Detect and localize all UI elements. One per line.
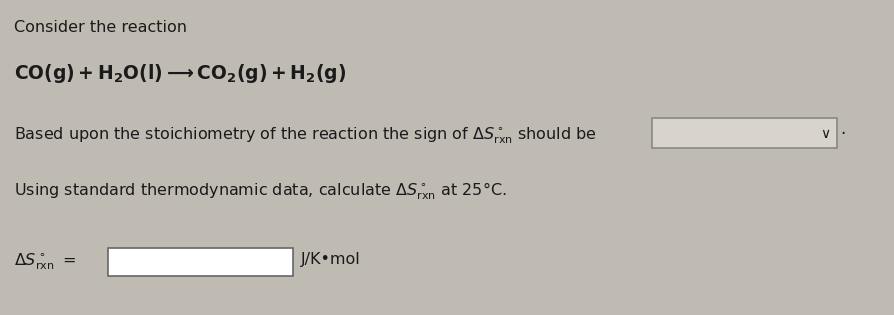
Text: ∨: ∨ xyxy=(820,127,830,141)
Bar xyxy=(108,248,293,276)
Text: J/K•mol: J/K•mol xyxy=(301,252,361,267)
Text: $\Delta S^\circ_{\mathregular{rxn}}$ $=$: $\Delta S^\circ_{\mathregular{rxn}}$ $=$ xyxy=(14,252,76,272)
Text: .: . xyxy=(840,120,845,138)
Text: Based upon the stoichiometry of the reaction the sign of $\Delta S^\circ_{\mathr: Based upon the stoichiometry of the reac… xyxy=(14,125,596,146)
Bar xyxy=(652,118,837,148)
Text: Consider the reaction: Consider the reaction xyxy=(14,20,187,35)
Text: $\mathbf{CO(g) + H_2O(l){\longrightarrow}CO_2(g) + H_2(g)}$: $\mathbf{CO(g) + H_2O(l){\longrightarrow… xyxy=(14,62,346,85)
Text: Using standard thermodynamic data, calculate $\Delta S^\circ_{\mathregular{rxn}}: Using standard thermodynamic data, calcu… xyxy=(14,180,507,202)
